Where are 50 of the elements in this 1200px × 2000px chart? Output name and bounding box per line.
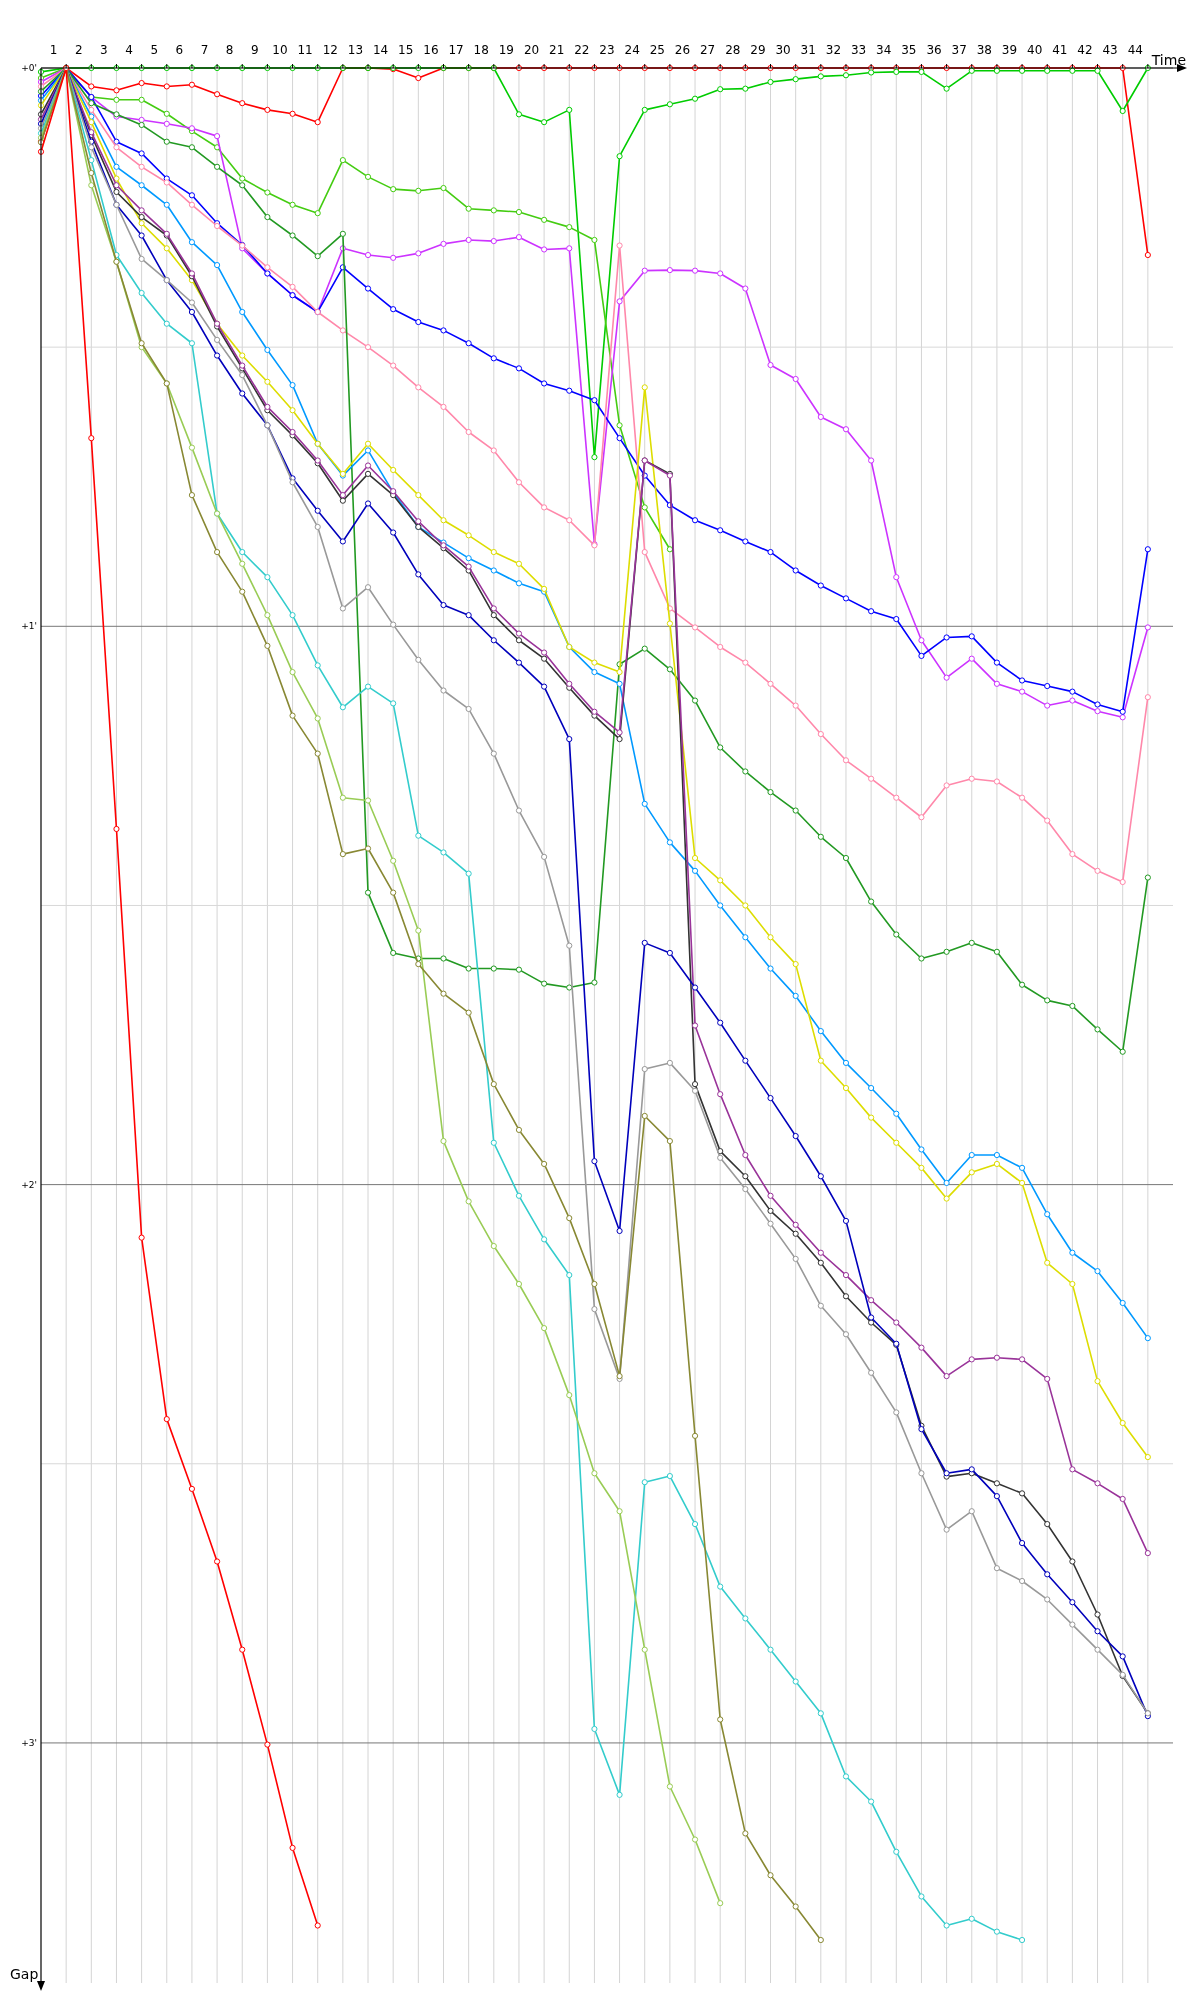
x-axis-title: Time — [1150, 52, 1186, 68]
x-tick-label: 26 — [674, 43, 691, 57]
x-tick-label: 19 — [498, 43, 515, 57]
x-tick-label: 12 — [322, 43, 338, 57]
y-tick-label: +1' — [21, 621, 37, 632]
x-tick-label: 30 — [775, 43, 791, 57]
x-tick-label: 33 — [850, 43, 867, 57]
x-tick-label: 28 — [725, 43, 741, 57]
x-tick-label: 13 — [347, 43, 364, 57]
x-tick-label: 42 — [1077, 43, 1093, 57]
x-tick-label: 8 — [225, 43, 234, 57]
x-tick-label: 11 — [297, 43, 313, 57]
x-tick-label: 34 — [876, 43, 892, 57]
x-tick-label: 40 — [1027, 43, 1043, 57]
x-tick-label: 18 — [473, 43, 489, 57]
x-tick-label: 39 — [1001, 43, 1018, 57]
y-tick-label: +2' — [21, 1179, 37, 1190]
x-tick-label: 22 — [574, 43, 590, 57]
x-tick-label: 32 — [825, 43, 842, 57]
x-tick-label: 15 — [398, 43, 414, 57]
x-tick-label: 9 — [251, 43, 259, 57]
x-tick-label: 17 — [448, 43, 464, 57]
x-tick-label: 6 — [175, 43, 184, 57]
x-tick-label: 16 — [423, 43, 439, 57]
x-tick-label: 38 — [976, 43, 992, 57]
x-tick-label: 44 — [1127, 43, 1143, 57]
x-tick-label: 35 — [901, 43, 917, 57]
x-tick-label: 37 — [951, 43, 967, 57]
x-tick-label: 10 — [272, 43, 288, 57]
x-tick-label: 31 — [800, 43, 816, 57]
x-tick-label: 3 — [100, 43, 108, 57]
y-axis-title: Gap — [10, 1966, 39, 1982]
x-tick-label: 41 — [1052, 43, 1068, 57]
x-tick-label: 21 — [549, 43, 565, 57]
y-tick-label: +0' — [21, 63, 37, 73]
x-tick-label: 5 — [150, 43, 159, 57]
x-tick-label: 23 — [599, 43, 615, 57]
y-tick-label: +3' — [21, 1737, 37, 1748]
x-tick-label: 36 — [926, 43, 942, 57]
x-tick-label: 4 — [125, 43, 133, 57]
x-tick-label: 14 — [372, 43, 389, 57]
x-tick-label: 24 — [624, 43, 640, 57]
x-tick-label: 7 — [200, 43, 209, 57]
x-tick-label: 29 — [750, 43, 766, 57]
x-tick-label: 27 — [699, 43, 716, 57]
x-tick-label: 25 — [649, 43, 665, 57]
x-tick-label: 20 — [523, 43, 540, 57]
x-tick-label: 2 — [74, 43, 83, 57]
x-tick-label: 1 — [49, 43, 58, 57]
x-tick-label: 43 — [1102, 43, 1118, 57]
